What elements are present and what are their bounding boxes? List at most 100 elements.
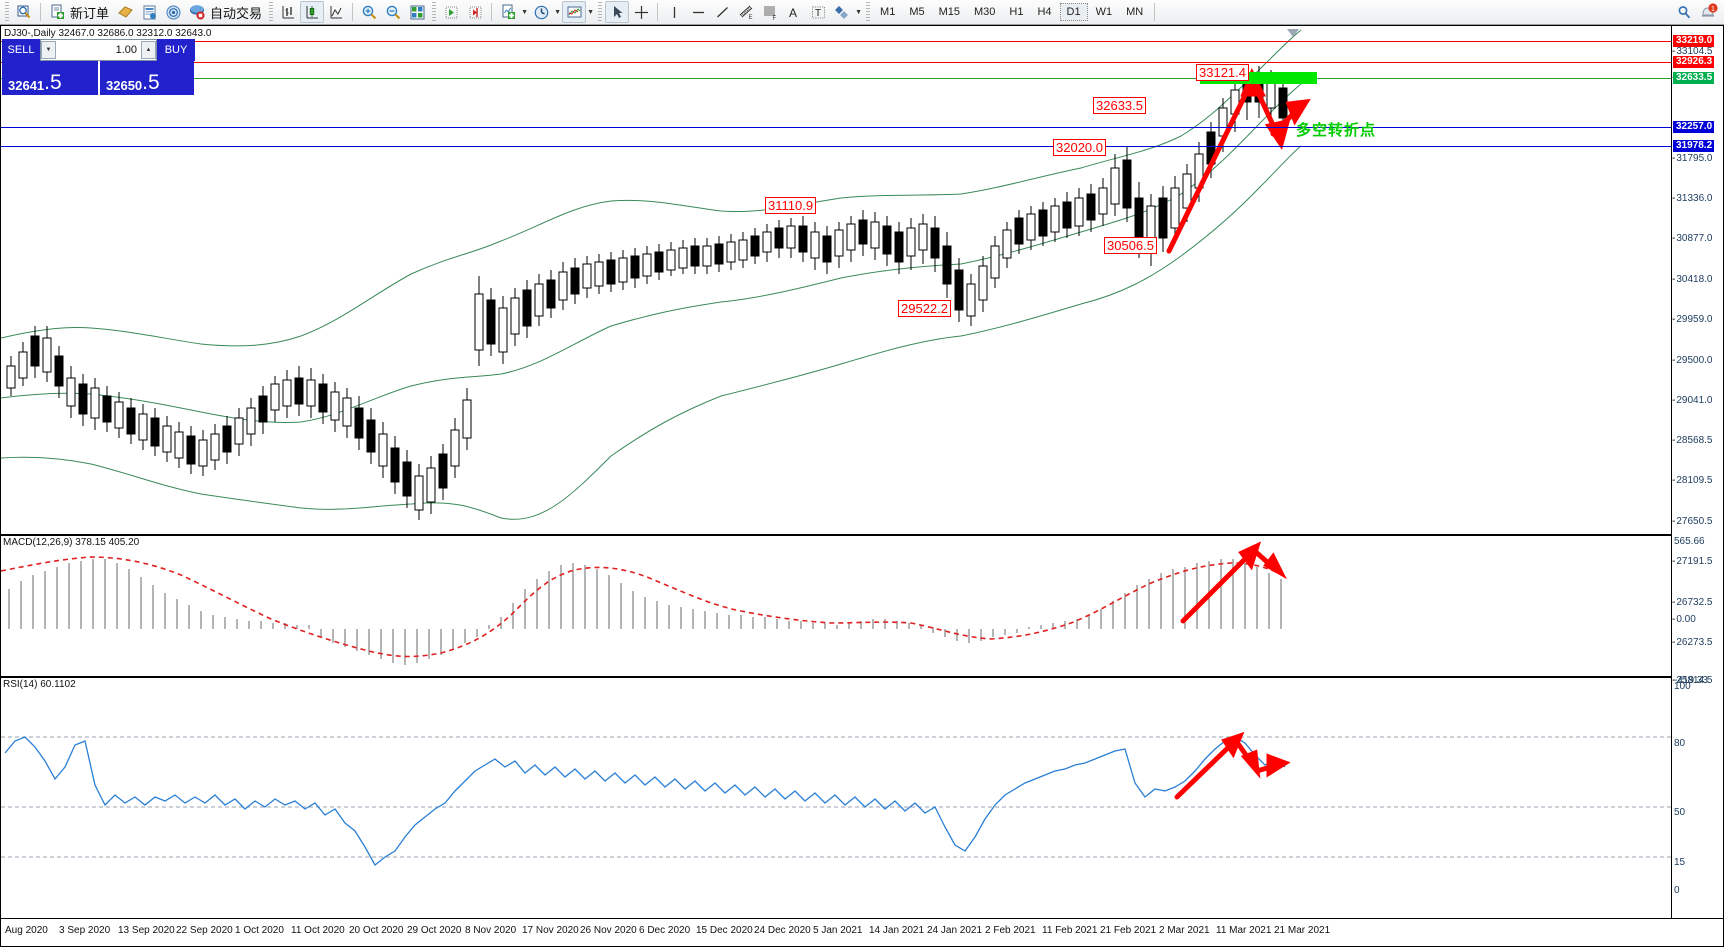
price-scale[interactable]: 33219.0 -33104.5 32926.3 -32726.5 32633.… [1671, 26, 1723, 918]
buy-button[interactable]: BUY [157, 39, 195, 61]
trendline-icon[interactable] [710, 1, 734, 23]
tile-windows-icon[interactable] [405, 1, 429, 23]
periods-icon[interactable] [529, 1, 553, 23]
cursor-icon[interactable] [605, 1, 630, 23]
macd-title-label: MACD(12,26,9) 378.15 405.20 [3, 537, 140, 548]
toolbar-grip[interactable] [5, 2, 9, 22]
timeframe-h1[interactable]: H1 [1009, 6, 1024, 18]
scale-tick-31795: -31795.0 [1672, 153, 1713, 164]
vertical-line-icon[interactable] [662, 1, 686, 23]
scale-level-32633[interactable]: 32633.5 [1673, 72, 1715, 84]
price-annotation-31110[interactable]: 31110.9 [765, 197, 817, 214]
timeframe-w1[interactable]: W1 [1095, 6, 1113, 18]
toolbar-grip-4[interactable] [598, 2, 603, 22]
volume-value[interactable]: 1.00 [115, 44, 137, 56]
volume-decrease-button[interactable]: ▼ [41, 41, 56, 59]
macd-scale-top: 565.66 [1674, 536, 1705, 547]
level-line-32257[interactable] [1, 127, 1671, 128]
buy-price-integer: 32650 [106, 78, 143, 93]
notification-bell-icon[interactable]: 1 [1696, 1, 1720, 23]
signals-icon[interactable] [137, 1, 161, 23]
toolbar-separator-3 [352, 3, 354, 21]
volume-stepper[interactable]: ▼ 1.00 ▲ [40, 39, 157, 61]
autotrading-icon[interactable] [185, 1, 209, 23]
crosshair-icon[interactable] [629, 1, 653, 23]
scale-tick-29959: -29959.0 [1672, 314, 1713, 325]
date-label-15: 14 Jan 2021 [869, 925, 925, 936]
zoom-out-icon[interactable] [381, 1, 405, 23]
toolbar-grip-5[interactable] [866, 2, 871, 22]
toolbar-grip-2[interactable] [269, 2, 274, 22]
scale-tick-26732: -26732.5 [1672, 597, 1713, 608]
horizontal-line-icon[interactable] [686, 1, 710, 23]
scale-level-33219[interactable]: 33219.0 [1673, 35, 1715, 47]
scale-level-32926[interactable]: 32926.3 [1673, 56, 1715, 68]
date-label-3: 22 Sep 2020 [176, 925, 233, 936]
data-window-icon[interactable] [12, 1, 36, 23]
periods-dropdown-caret[interactable]: ▼ [554, 8, 561, 16]
line-chart-icon[interactable] [324, 1, 348, 23]
autotrading-label[interactable]: 自动交易 [210, 5, 263, 21]
chart-shift-icon[interactable] [463, 1, 487, 23]
date-label-22: 21 Mar 2021 [1274, 925, 1331, 936]
templates-dropdown-caret[interactable]: ▼ [587, 8, 594, 16]
timeframe-h4[interactable]: H4 [1037, 6, 1052, 18]
market-icon[interactable] [161, 1, 185, 23]
date-label-6: 20 Oct 2020 [349, 925, 404, 936]
timeframe-d1[interactable]: D1 [1059, 3, 1088, 21]
pane-divider-price-macd[interactable] [1, 534, 1671, 536]
date-label-17: 2 Feb 2021 [985, 925, 1036, 936]
auto-scroll-icon[interactable] [439, 1, 463, 23]
equidistant-channel-icon[interactable]: E [734, 1, 758, 23]
date-label-13: 24 Dec 2020 [754, 925, 811, 936]
timeframe-mn[interactable]: MN [1126, 6, 1144, 18]
indicators-icon[interactable] [496, 1, 520, 23]
volume-increase-button[interactable]: ▲ [141, 41, 156, 59]
price-annotation-32633[interactable]: 32633.5 [1093, 97, 1146, 114]
zoom-in-icon[interactable] [357, 1, 381, 23]
timeframe-m15[interactable]: M15 [938, 6, 960, 18]
svg-text:E: E [748, 15, 752, 21]
scale-tick-26273: -26273.5 [1672, 637, 1713, 648]
templates-icon[interactable] [562, 1, 587, 23]
scale-level-32257[interactable]: 32257.0 [1673, 121, 1715, 133]
search-icon[interactable] [1672, 1, 1696, 23]
level-line-32633[interactable] [1, 78, 1671, 79]
timeframe-m30[interactable]: M30 [974, 6, 996, 18]
text-icon[interactable]: A [782, 1, 806, 23]
level-line-33219[interactable] [1, 41, 1671, 42]
one-click-trading-panel[interactable]: SELL ▼ 1.00 ▲ BUY 32641 .5 32650 .5 [2, 39, 195, 95]
price-annotation-30506[interactable]: 30506.5 [1104, 237, 1157, 254]
rsi-pane[interactable] [1, 679, 1671, 918]
scale-level-31978[interactable]: 31978.2 [1673, 140, 1715, 152]
price-annotation-33121[interactable]: 33121.4 [1196, 64, 1249, 81]
bar-chart-icon[interactable] [276, 1, 300, 23]
sell-button[interactable]: SELL [2, 39, 40, 61]
metaeditor-icon[interactable] [113, 1, 137, 23]
timeframe-m5[interactable]: M5 [909, 6, 925, 18]
level-line-32926[interactable] [1, 62, 1671, 63]
level-line-31978[interactable] [1, 146, 1671, 147]
buy-price-cell[interactable]: 32650 .5 [98, 61, 194, 95]
chart-header-label: DJ30-,Daily 32467.0 32686.0 32312.0 3264… [4, 28, 212, 39]
macd-pane[interactable] [1, 537, 1671, 676]
indicators-dropdown-caret[interactable]: ▼ [521, 8, 528, 16]
toolbar-grip-3[interactable] [432, 2, 437, 22]
shapes-icon[interactable] [830, 1, 854, 23]
price-pane[interactable]: 多空转折点 [1, 26, 1671, 534]
pane-divider-macd-rsi[interactable] [1, 676, 1671, 678]
new-order-icon[interactable] [45, 1, 69, 23]
octp-prices-row: 32641 .5 32650 .5 [2, 61, 195, 95]
price-annotation-29522[interactable]: 29522.2 [898, 300, 951, 317]
timeframe-m1[interactable]: M1 [880, 6, 896, 18]
time-axis[interactable]: Aug 2020 3 Sep 2020 13 Sep 2020 22 Sep 2… [1, 918, 1723, 946]
scale-tick-30418: -30418.0 [1672, 274, 1713, 285]
text-label-icon[interactable]: T [806, 1, 830, 23]
price-annotation-32020[interactable]: 32020.0 [1053, 139, 1106, 156]
fibonacci-icon[interactable]: F [758, 1, 782, 23]
new-order-label[interactable]: 新订单 [70, 5, 110, 21]
shapes-dropdown-caret[interactable]: ▼ [855, 8, 862, 16]
candlestick-chart-icon[interactable] [300, 1, 325, 23]
chart-window[interactable]: 多空转折点 [0, 25, 1724, 947]
sell-price-cell[interactable]: 32641 .5 [2, 61, 98, 95]
